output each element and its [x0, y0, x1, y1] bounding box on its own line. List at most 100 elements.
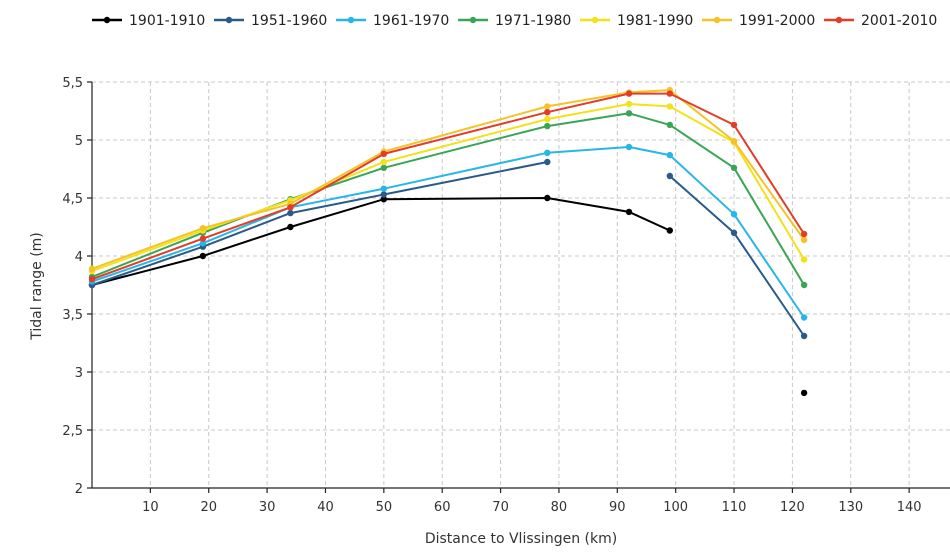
legend-swatch-marker — [713, 16, 721, 24]
legend-label: 1971-1980 — [495, 13, 571, 29]
legend-item: 1961-1970 — [336, 13, 449, 29]
y-tick-label: 2,5 — [62, 424, 83, 439]
data-point — [380, 196, 387, 203]
x-tick-label: 90 — [609, 500, 626, 515]
legend-label: 1991-2000 — [739, 13, 815, 29]
data-point — [380, 158, 387, 166]
legend-item: 1951-1960 — [214, 13, 327, 29]
data-point — [287, 204, 294, 211]
data-point — [544, 109, 551, 116]
y-axis-title: Tidal range (m) — [29, 232, 45, 341]
legend-item: 1981-1990 — [580, 13, 693, 29]
data-point — [625, 110, 633, 117]
legend-label: 2001-2010 — [861, 13, 937, 29]
x-tick-label: 110 — [722, 500, 747, 515]
data-point — [544, 158, 551, 166]
data-point — [199, 240, 207, 247]
data-point — [88, 276, 96, 283]
data-point — [730, 211, 738, 218]
data-point — [544, 122, 551, 130]
data-point — [544, 149, 551, 156]
axes — [87, 81, 950, 493]
y-tick-label: 2 — [75, 482, 83, 497]
data-point — [666, 151, 673, 159]
data-point — [730, 138, 738, 145]
legend-swatch-marker — [347, 16, 355, 24]
series-1971-1980 — [88, 110, 808, 289]
data-point — [730, 121, 738, 129]
legend-item: 1901-1910 — [92, 13, 205, 29]
data-point — [544, 115, 551, 123]
data-point — [800, 332, 808, 340]
data-point — [287, 209, 294, 217]
legend-label: 1901-1910 — [129, 13, 205, 29]
gridlines — [92, 81, 950, 488]
x-tick-label: 140 — [897, 500, 922, 515]
series-1901-1910 — [88, 194, 808, 397]
x-tick-label: 80 — [551, 500, 568, 515]
legend-label: 1981-1990 — [617, 13, 693, 29]
legend-label: 1961-1970 — [373, 13, 449, 29]
tick-labels: 2 2,5 3 3,5 4 4,5 5 5,5 10 20 30 40 50 60 70 80 90 100 110… — [62, 76, 921, 515]
series-1961-1970 — [88, 143, 808, 321]
data-point — [199, 252, 207, 260]
legend-item: 1971-1980 — [458, 13, 571, 29]
legend-swatch-marker — [591, 16, 599, 24]
data-point — [199, 225, 207, 232]
data-point — [380, 191, 387, 198]
data-point — [666, 227, 673, 234]
x-tick-label: 50 — [376, 500, 393, 515]
x-tick-label: 30 — [259, 500, 276, 515]
x-tick-label: 120 — [780, 500, 805, 515]
x-tick-label: 40 — [317, 500, 334, 515]
x-axis-title: Distance to Vlissingen (km) — [425, 531, 617, 547]
legend-label: 1951-1960 — [251, 13, 327, 29]
data-point — [544, 103, 551, 110]
data-point — [666, 90, 673, 97]
data-point — [730, 229, 738, 236]
data-point — [625, 90, 633, 97]
data-point — [199, 235, 207, 242]
y-tick-label: 3,5 — [62, 308, 83, 323]
data-point — [800, 236, 808, 243]
series-line — [91, 103, 805, 273]
series-2001-2010 — [88, 90, 808, 283]
y-tick-label: 5 — [75, 134, 83, 149]
data-point — [625, 143, 633, 151]
series-1991-2000 — [88, 86, 808, 272]
y-tick-label: 3 — [75, 366, 83, 381]
legend-item: 1991-2000 — [702, 13, 815, 29]
data-point — [88, 265, 96, 272]
data-point — [666, 172, 673, 180]
legend-item: 2001-2010 — [824, 13, 937, 29]
data-point — [800, 389, 808, 397]
y-tick-label: 5,5 — [62, 76, 83, 91]
data-point — [625, 100, 633, 108]
data-point — [730, 164, 738, 171]
legend-swatch-marker — [103, 16, 111, 24]
x-tick-label: 20 — [200, 500, 217, 515]
series-1951-1960 — [88, 158, 808, 340]
data-point — [380, 164, 387, 171]
data-point — [380, 185, 387, 192]
data-point — [666, 103, 673, 110]
x-tick-label: 70 — [492, 500, 509, 515]
data-point — [380, 150, 387, 158]
data-point — [544, 194, 551, 202]
legend-swatch-marker — [469, 16, 477, 24]
data-point — [800, 230, 808, 238]
series-layer — [88, 86, 808, 397]
x-tick-label: 130 — [838, 500, 863, 515]
data-point — [666, 121, 673, 129]
data-point — [625, 208, 633, 216]
x-tick-label: 100 — [663, 500, 688, 515]
x-tick-label: 10 — [142, 500, 159, 515]
data-point — [800, 314, 808, 321]
legend-swatch-marker — [835, 16, 843, 24]
legend: 1901-1910 1951-1960 1961-1970 1971-1980 1981… — [92, 13, 937, 29]
data-point — [287, 223, 294, 231]
legend-swatch-marker — [225, 16, 233, 24]
y-tick-label: 4,5 — [62, 192, 83, 207]
y-tick-label: 4 — [75, 250, 83, 265]
